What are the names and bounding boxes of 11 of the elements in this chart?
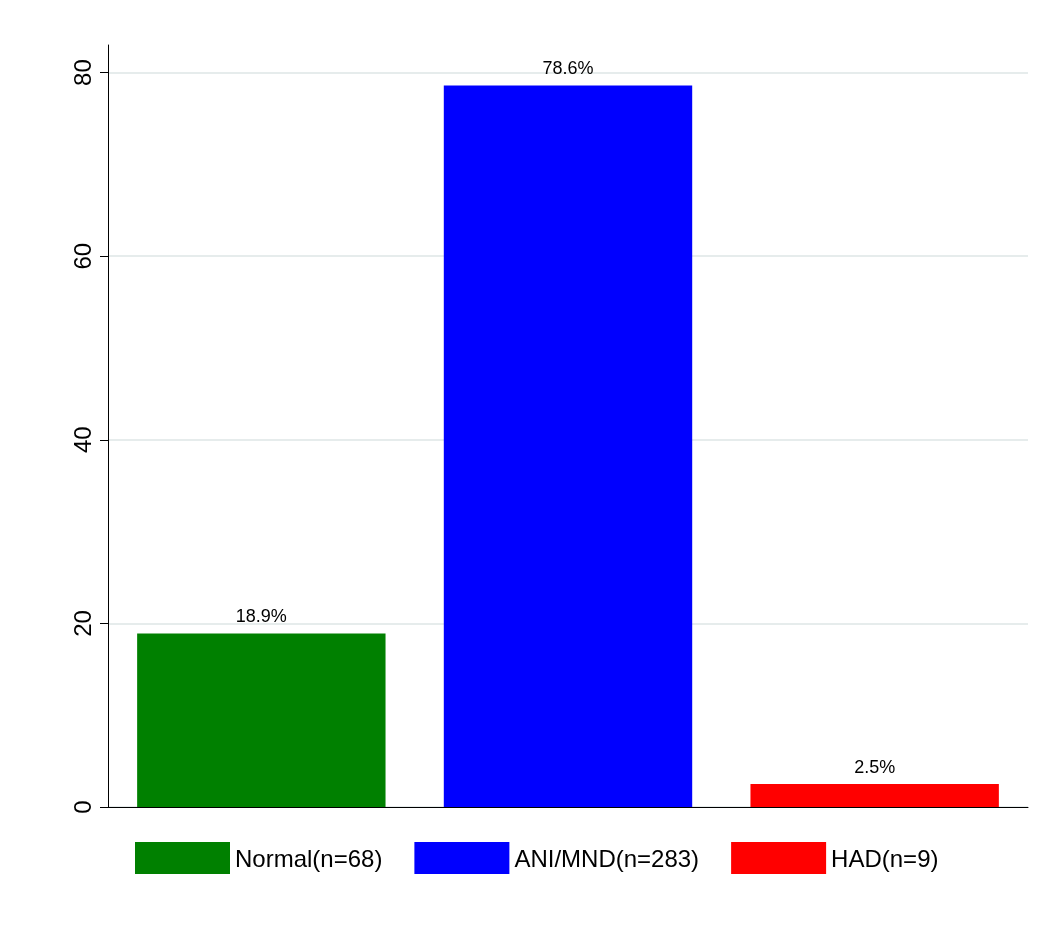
- legend-label: HAD(n=9): [831, 844, 939, 872]
- y-tick-label: 20: [68, 610, 96, 637]
- data-label: 18.9%: [235, 606, 287, 627]
- y-tick-label: 60: [68, 242, 96, 270]
- y-tick-label: 40: [68, 426, 96, 454]
- data-label: 2.5%: [854, 757, 896, 778]
- y-tick-label: 0: [68, 800, 96, 814]
- legend-label: ANI/MND(n=283): [514, 844, 700, 872]
- y-tick-label: 80: [68, 59, 96, 86]
- legend-label: Normal(n=68): [235, 844, 383, 872]
- data-label: 78.6%: [542, 58, 594, 79]
